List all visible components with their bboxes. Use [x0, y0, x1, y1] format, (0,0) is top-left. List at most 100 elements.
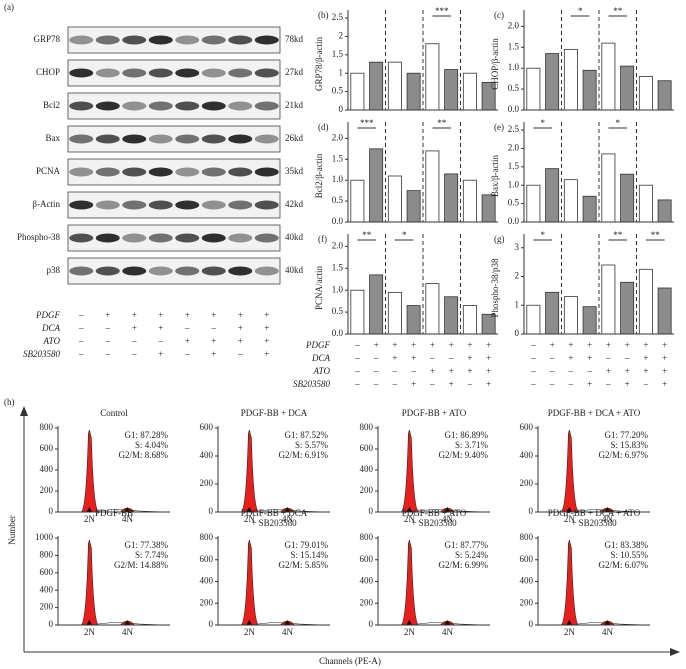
peak-marker	[566, 507, 573, 512]
bar	[369, 274, 384, 335]
blot-band	[254, 134, 279, 144]
significance-label: **	[651, 230, 661, 240]
treatment-label: SB203580	[23, 349, 60, 359]
y-tick-label: 400	[200, 450, 214, 460]
y-tick-label: 0	[369, 619, 374, 629]
panel-label: (d)	[318, 122, 329, 132]
treatment-sign: –	[568, 366, 574, 376]
treatment-sign: +	[587, 353, 592, 363]
treatment-sign: +	[392, 353, 397, 363]
histogram-title: PDGF-BB + ATO	[402, 508, 467, 518]
y-tick-label: 600	[200, 422, 214, 432]
treatment-sign: –	[392, 366, 398, 376]
blot-band	[122, 167, 147, 177]
significance-label: **	[437, 118, 447, 128]
peak-label: 2N	[404, 627, 416, 637]
y-tick-label: 800	[40, 549, 54, 559]
treatment-sign: +	[587, 340, 592, 350]
bar	[601, 42, 616, 111]
bar	[638, 76, 653, 111]
treatment-sign: +	[185, 310, 190, 320]
y-tick-label: 400	[360, 464, 374, 474]
y-tick-label: 0	[339, 104, 344, 114]
y-tick-label: 0	[49, 619, 54, 629]
blot-row-label: Phospho-38	[17, 232, 61, 242]
treatment-sign: –	[605, 379, 611, 389]
blot-band	[175, 68, 200, 78]
treatment-sign: –	[131, 336, 137, 346]
blot-band	[148, 35, 173, 45]
treatment-sign: –	[410, 366, 416, 376]
g1-peak	[560, 539, 580, 626]
treatment-label: ATO	[42, 336, 60, 346]
blot-size-label: 27kd	[285, 67, 304, 77]
treatment-sign: +	[625, 340, 630, 350]
bar	[601, 153, 616, 223]
treatment-sign: –	[467, 379, 473, 389]
blot-size-label: 21kd	[285, 100, 304, 110]
treatment-sign: –	[530, 366, 536, 376]
cell-cycle-stat: S: 5.24%	[455, 550, 489, 560]
blot-band	[148, 101, 173, 111]
y-tick-label: 0.0	[332, 216, 344, 226]
treatment-sign: +	[430, 366, 435, 376]
treatment-sign: –	[354, 366, 360, 376]
blot-band	[228, 101, 253, 111]
treatment-sign: +	[643, 353, 648, 363]
treatment-sign: +	[486, 340, 491, 350]
treatment-sign: –	[586, 366, 592, 376]
peak-marker	[86, 620, 93, 625]
y-tick-label: 400	[40, 464, 54, 474]
blot-band	[228, 134, 253, 144]
peak-marker	[246, 507, 253, 512]
blot-band	[201, 233, 226, 243]
treatment-sign: –	[184, 349, 190, 359]
blot-band	[254, 200, 279, 210]
g1-peak	[240, 429, 260, 513]
histogram-title: PDGF-BB + DCA	[241, 508, 308, 518]
cell-cycle-stat: G1: 87.52%	[285, 430, 329, 440]
blot-band	[175, 266, 200, 276]
y-axis-label: CHOP/β-actin	[490, 38, 500, 90]
frame-arrow	[670, 648, 680, 656]
blot-band	[69, 134, 94, 144]
blot-row-label: PCNA	[36, 166, 61, 176]
treatment-sign: –	[131, 349, 137, 359]
blot-band	[122, 266, 147, 276]
peak-label: 4N	[122, 514, 134, 524]
treatment-sign: –	[105, 323, 111, 333]
panel-label: (f)	[318, 234, 327, 244]
bar	[545, 168, 560, 223]
y-tick-label: 1.0	[508, 62, 520, 72]
bar	[526, 67, 541, 111]
blot-band	[95, 233, 120, 243]
treatment-sign: +	[264, 310, 269, 320]
bar	[350, 179, 365, 223]
treatment-label: DCA	[311, 353, 331, 363]
bar	[563, 48, 578, 111]
blot-band	[175, 101, 200, 111]
treatment-sign: +	[550, 340, 555, 350]
bar	[387, 61, 402, 111]
bar	[462, 72, 477, 111]
peak-marker	[444, 507, 451, 512]
y-tick-label: 0	[209, 506, 214, 516]
blot-band	[95, 35, 120, 45]
y-tick-label: 400	[520, 450, 534, 460]
bar	[638, 184, 653, 223]
blot-band	[148, 266, 173, 276]
blot-band	[175, 35, 200, 45]
treatment-sign: +	[264, 349, 269, 359]
treatment-sign: –	[392, 379, 398, 389]
histogram-title: PDGF-BB + DCA	[241, 408, 308, 418]
y-tick-label: 600	[40, 443, 54, 453]
treatment-sign: +	[211, 349, 216, 359]
y-tick-label: 1	[339, 67, 344, 77]
significance-label: *	[616, 118, 621, 128]
treatment-sign: +	[449, 366, 454, 376]
y-tick-label: 200	[360, 485, 374, 495]
bar	[444, 69, 459, 111]
peak-marker	[246, 620, 253, 625]
bar	[526, 304, 541, 335]
y-tick-label: 800	[200, 532, 214, 542]
